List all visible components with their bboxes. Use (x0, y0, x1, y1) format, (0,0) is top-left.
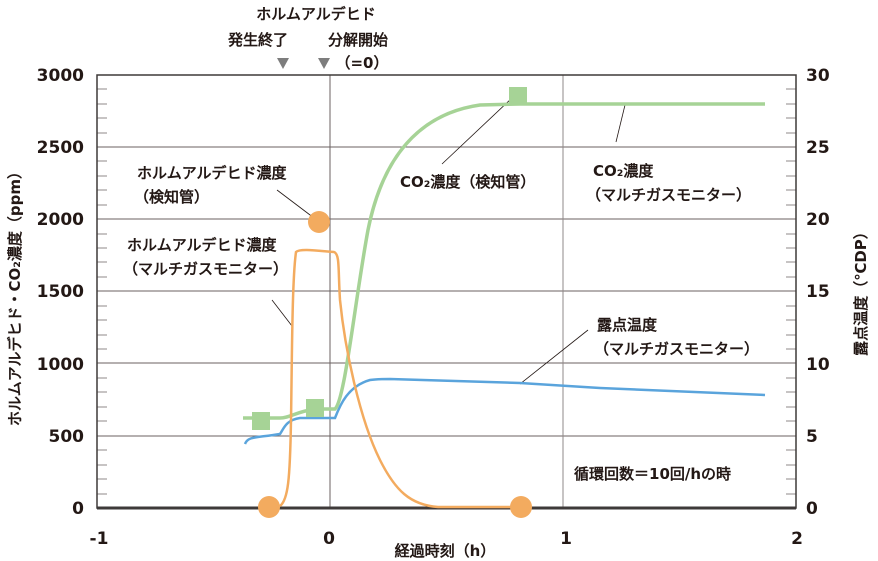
leader-lines (271, 97, 626, 385)
left-minor-ticks (97, 88, 107, 495)
hcho-tube-markers (258, 211, 532, 518)
y2-tick: 10 (806, 355, 830, 375)
hcho-monitor-annotation-line1: ホルムアルデヒド濃度 (127, 236, 278, 254)
co2-tube-marker (509, 87, 527, 105)
y-axis-left-label: ホルムアルデヒド・CO₂濃度（ppm） (6, 164, 24, 426)
gridlines (97, 75, 796, 508)
y-tick: 1500 (37, 282, 84, 302)
co2-monitor-line (243, 102, 765, 420)
y-tick: 1000 (37, 355, 84, 375)
y2-tick: 0 (806, 499, 818, 519)
co2-tube-annotation: CO₂濃度（検知管） (400, 173, 535, 191)
x-tick: -1 (90, 529, 109, 549)
event-header-label: ホルムアルデヒド (256, 5, 376, 23)
x-tick: 2 (791, 529, 803, 549)
co2-tube-marker (306, 399, 324, 417)
y2-tick: 5 (806, 427, 818, 447)
event-end-label: 発生終了 (227, 31, 288, 49)
y-axis-right-ticks: 0 5 10 15 20 25 30 (806, 66, 830, 519)
y2-tick: 15 (806, 282, 830, 302)
y-axis-left-ticks: 0 500 1000 1500 2000 2500 3000 (37, 66, 84, 519)
hcho-tube-annotation-line2: （検知管） (134, 188, 209, 206)
dew-point-monitor-line (243, 377, 766, 445)
y-tick: 2500 (37, 138, 84, 158)
event-start-label: 分解開始 (328, 31, 388, 49)
co2-monitor-annotation-line1: CO₂濃度 (593, 162, 654, 180)
triangle-down-icon (318, 58, 330, 69)
x-tick: 1 (560, 529, 572, 549)
y-axis-right-label: 露点温度（℃DP） (852, 224, 870, 356)
co2-tube-marker (252, 412, 270, 430)
right-minor-ticks (786, 88, 796, 495)
y-tick: 3000 (37, 66, 84, 86)
x-axis-ticks: -1 0 1 2 (90, 529, 803, 549)
dew-monitor-annotation-line1: 露点温度 (597, 316, 658, 334)
dew-monitor-annotation-line2: （マルチガスモニター） (594, 340, 759, 358)
x-axis-label: 経過時刻（h） (395, 542, 496, 560)
hcho-tube-marker (258, 496, 280, 518)
y2-tick: 25 (806, 138, 830, 158)
y-tick: 2000 (37, 210, 84, 230)
hcho-monitor-annotation-line2: （マルチガスモニター） (123, 260, 288, 278)
hcho-tube-marker (308, 211, 330, 233)
y-tick: 500 (49, 427, 85, 447)
hcho-tube-annotation-line1: ホルムアルデヒド濃度 (137, 164, 288, 182)
condition-note: 循環回数＝10回/hの時 (574, 465, 731, 483)
triangle-down-icon (277, 58, 289, 69)
y2-tick: 20 (806, 210, 830, 230)
hcho-monitor-line (279, 248, 520, 509)
co2-monitor-annotation-line2: （マルチガスモニター） (586, 186, 751, 204)
event-start-sublabel: （=0） (335, 54, 388, 72)
event-markers (277, 58, 330, 69)
co2-tube-markers (252, 87, 527, 430)
x-tick: 0 (323, 529, 335, 549)
y2-tick: 30 (806, 66, 830, 86)
hcho-tube-marker (510, 496, 532, 518)
y-tick: 0 (72, 499, 84, 519)
